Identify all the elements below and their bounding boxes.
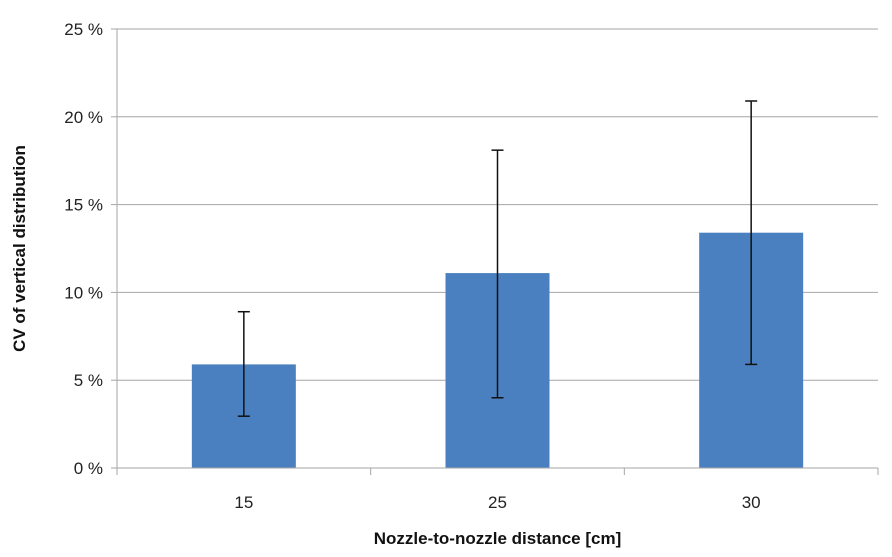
x-tick-label: 25 <box>488 493 507 512</box>
y-tick-label: 15 % <box>64 196 103 215</box>
error-bars <box>237 100 758 417</box>
y-tick-labels: 0 % 5 % 10 % 15 % 20 % 25 % <box>64 20 103 478</box>
y-tick-label: 25 % <box>64 20 103 39</box>
y-tick-label: 20 % <box>64 108 103 127</box>
y-tick-label: 10 % <box>64 283 103 302</box>
y-tick-label: 0 % <box>74 459 103 478</box>
y-axis-title: CV of vertical distribution <box>10 145 29 352</box>
y-tick-label: 5 % <box>74 371 103 390</box>
x-axis-title: Nozzle-to-nozzle distance [cm] <box>374 529 621 548</box>
x-tick-label: 15 <box>234 493 253 512</box>
x-tick-labels: 15 25 30 <box>234 493 760 512</box>
axes <box>111 28 879 475</box>
x-tick-label: 30 <box>742 493 761 512</box>
